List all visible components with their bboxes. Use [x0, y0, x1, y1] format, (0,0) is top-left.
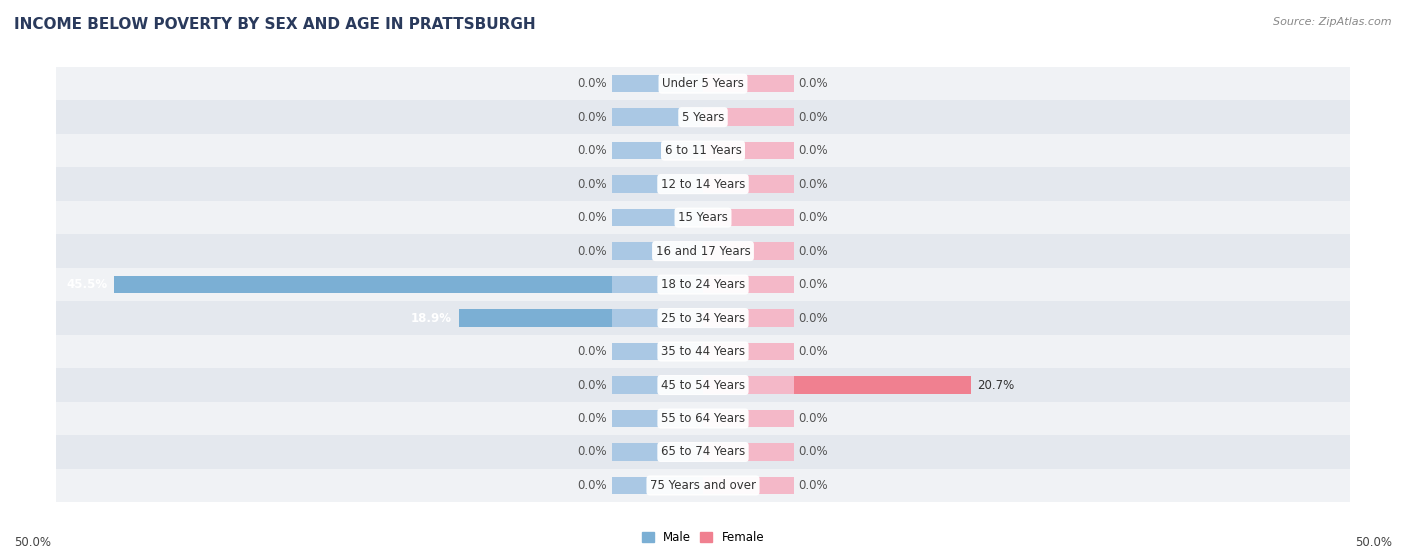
Bar [56, 335, 1350, 368]
Text: 5 Years: 5 Years [682, 110, 724, 124]
Bar [703, 108, 793, 126]
Text: 0.0%: 0.0% [799, 445, 828, 459]
Text: Under 5 Years: Under 5 Years [662, 77, 744, 90]
Text: 0.0%: 0.0% [578, 345, 607, 358]
Text: 75 Years and over: 75 Years and over [650, 479, 756, 492]
Bar [703, 376, 970, 394]
Text: 55 to 64 Years: 55 to 64 Years [661, 412, 745, 425]
Text: 45 to 54 Years: 45 to 54 Years [661, 378, 745, 392]
Bar [613, 343, 703, 360]
Bar [56, 234, 1350, 268]
Text: 0.0%: 0.0% [799, 345, 828, 358]
Bar [56, 435, 1350, 469]
Text: 0.0%: 0.0% [578, 412, 607, 425]
Bar [703, 209, 793, 227]
Bar [703, 443, 793, 461]
Text: Source: ZipAtlas.com: Source: ZipAtlas.com [1274, 17, 1392, 27]
Bar [613, 209, 703, 227]
Bar [703, 142, 793, 160]
Bar [613, 443, 703, 461]
Text: 0.0%: 0.0% [799, 144, 828, 157]
Text: 0.0%: 0.0% [799, 278, 828, 291]
Bar [613, 376, 703, 394]
Bar [613, 276, 703, 294]
Text: 0.0%: 0.0% [799, 110, 828, 124]
Bar [56, 301, 1350, 335]
Bar [703, 276, 793, 294]
Text: 0.0%: 0.0% [578, 211, 607, 224]
Bar [613, 477, 703, 494]
Bar [703, 343, 793, 360]
Text: 15 Years: 15 Years [678, 211, 728, 224]
Text: 25 to 34 Years: 25 to 34 Years [661, 311, 745, 325]
Bar [613, 108, 703, 126]
Bar [703, 477, 793, 494]
Text: 0.0%: 0.0% [799, 311, 828, 325]
Text: 16 and 17 Years: 16 and 17 Years [655, 244, 751, 258]
Bar [56, 402, 1350, 435]
Bar [56, 201, 1350, 234]
Bar [114, 276, 703, 294]
Text: 0.0%: 0.0% [578, 244, 607, 258]
Text: 0.0%: 0.0% [578, 77, 607, 90]
Bar [458, 309, 703, 327]
Text: 0.0%: 0.0% [578, 110, 607, 124]
Bar [613, 175, 703, 193]
Bar [613, 142, 703, 160]
Text: 20.7%: 20.7% [977, 378, 1015, 392]
Bar [703, 309, 793, 327]
Text: 0.0%: 0.0% [578, 479, 607, 492]
Text: 0.0%: 0.0% [799, 77, 828, 90]
Text: 0.0%: 0.0% [799, 177, 828, 191]
Text: 35 to 44 Years: 35 to 44 Years [661, 345, 745, 358]
Bar [703, 410, 793, 427]
Text: 0.0%: 0.0% [578, 378, 607, 392]
Text: 0.0%: 0.0% [799, 211, 828, 224]
Text: 18.9%: 18.9% [411, 311, 453, 325]
Text: 0.0%: 0.0% [578, 177, 607, 191]
Legend: Male, Female: Male, Female [640, 529, 766, 546]
Bar [56, 67, 1350, 100]
Bar [56, 167, 1350, 201]
Bar [56, 100, 1350, 134]
Bar [613, 309, 703, 327]
Text: INCOME BELOW POVERTY BY SEX AND AGE IN PRATTSBURGH: INCOME BELOW POVERTY BY SEX AND AGE IN P… [14, 17, 536, 32]
Text: 50.0%: 50.0% [14, 536, 51, 549]
Text: 0.0%: 0.0% [799, 244, 828, 258]
Bar [613, 75, 703, 93]
Text: 0.0%: 0.0% [799, 479, 828, 492]
Text: 0.0%: 0.0% [799, 412, 828, 425]
Bar [703, 242, 793, 260]
Bar [703, 376, 793, 394]
Text: 0.0%: 0.0% [578, 144, 607, 157]
Text: 6 to 11 Years: 6 to 11 Years [665, 144, 741, 157]
Text: 65 to 74 Years: 65 to 74 Years [661, 445, 745, 459]
Bar [613, 410, 703, 427]
Bar [703, 75, 793, 93]
Text: 12 to 14 Years: 12 to 14 Years [661, 177, 745, 191]
Bar [56, 134, 1350, 167]
Bar [703, 175, 793, 193]
Text: 45.5%: 45.5% [67, 278, 108, 291]
Bar [56, 469, 1350, 502]
Bar [56, 368, 1350, 402]
Bar [613, 242, 703, 260]
Text: 18 to 24 Years: 18 to 24 Years [661, 278, 745, 291]
Text: 0.0%: 0.0% [578, 445, 607, 459]
Text: 50.0%: 50.0% [1355, 536, 1392, 549]
Bar [56, 268, 1350, 301]
